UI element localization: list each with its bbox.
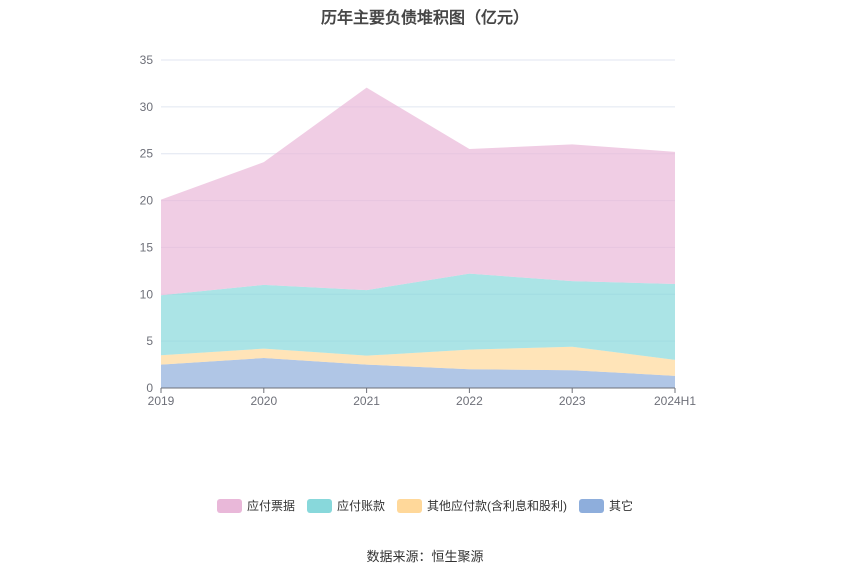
chart-title: 历年主要负债堆积图（亿元） (320, 10, 529, 27)
legend-swatch (579, 498, 604, 513)
legend-label: 应付票据 (246, 499, 295, 513)
area-1 (161, 346, 675, 376)
y-tick-label: 10 (140, 287, 154, 301)
legend-item[interactable]: 其他应付款(含利息和股利) (397, 497, 567, 514)
legend-item[interactable]: 应付账款 (306, 497, 385, 514)
y-tick-label: 20 (140, 194, 154, 208)
legend-swatch (216, 498, 242, 513)
legend-item[interactable]: 应付票据 (216, 497, 295, 514)
x-tick-label: 2019 (148, 394, 175, 408)
y-tick-label: 5 (146, 334, 153, 348)
legend-label: 其他应付款(含利息和股利) (427, 499, 567, 513)
y-tick-label: 35 (140, 53, 154, 67)
data-source: 数据来源：恒生聚源 (366, 549, 484, 564)
x-tick-label: 2022 (456, 394, 483, 408)
y-tick-label: 0 (146, 381, 153, 395)
x-tick-label: 2020 (250, 394, 277, 408)
legend-swatch (306, 498, 332, 513)
area-3 (161, 87, 675, 296)
legend-label: 其它 (609, 499, 634, 513)
y-tick-label: 25 (140, 147, 154, 161)
legend-swatch (397, 498, 422, 513)
area-0 (161, 358, 675, 388)
legend-item[interactable]: 其它 (579, 497, 633, 514)
y-tick-label: 15 (140, 240, 154, 254)
x-tick-label: 2024H1 (654, 394, 696, 408)
legend: 应付票据 应付账款 其他应付款(含利息和股利) 其它 (0, 497, 850, 514)
x-tick-label: 2021 (353, 394, 380, 408)
legend-label: 应付账款 (336, 499, 385, 513)
area-2 (161, 273, 675, 360)
y-tick-label: 30 (140, 100, 154, 114)
x-tick-label: 2023 (559, 394, 586, 408)
